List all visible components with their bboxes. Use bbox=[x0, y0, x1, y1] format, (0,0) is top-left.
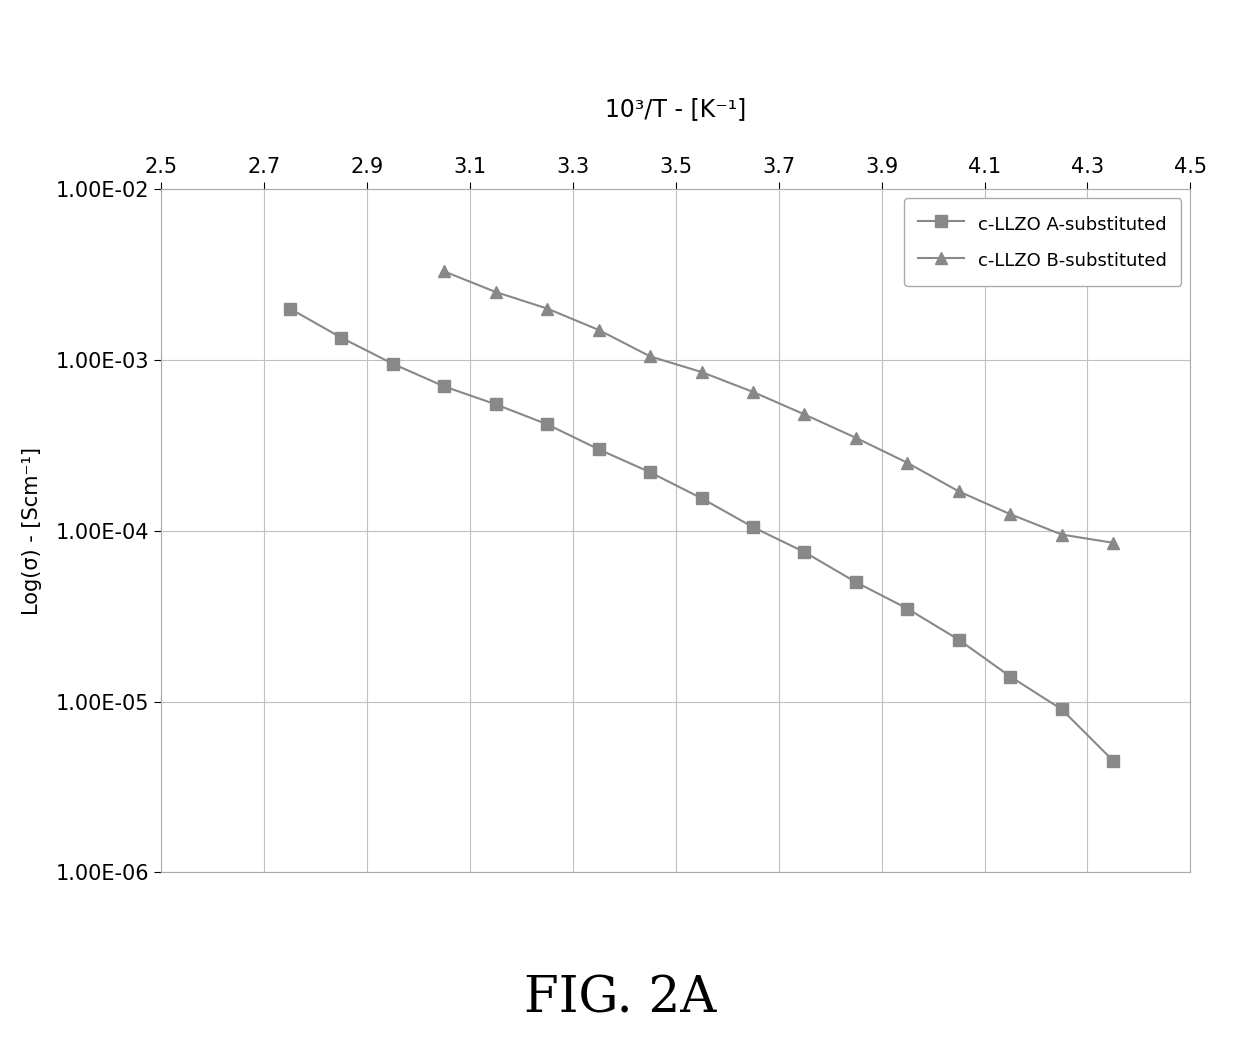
c-LLZO A-substituted bbox=[334, 331, 348, 344]
c-LLZO B-substituted bbox=[436, 265, 451, 277]
Y-axis label: Log(σ) - [Scm⁻¹]: Log(σ) - [Scm⁻¹] bbox=[22, 447, 42, 615]
c-LLZO A-substituted bbox=[951, 634, 966, 646]
c-LLZO B-substituted bbox=[1003, 508, 1018, 520]
c-LLZO B-substituted bbox=[694, 366, 709, 378]
c-LLZO A-substituted bbox=[642, 466, 657, 478]
X-axis label: 10³/T - [K⁻¹]: 10³/T - [K⁻¹] bbox=[605, 97, 746, 121]
Text: FIG. 2A: FIG. 2A bbox=[523, 973, 717, 1024]
c-LLZO A-substituted bbox=[848, 576, 863, 589]
c-LLZO A-substituted bbox=[1106, 755, 1121, 767]
Line: c-LLZO A-substituted: c-LLZO A-substituted bbox=[284, 303, 1118, 766]
c-LLZO A-substituted bbox=[694, 492, 709, 504]
c-LLZO B-substituted bbox=[900, 456, 915, 469]
c-LLZO B-substituted bbox=[591, 324, 606, 336]
c-LLZO A-substituted bbox=[591, 442, 606, 455]
c-LLZO B-substituted bbox=[797, 408, 812, 420]
c-LLZO A-substituted bbox=[797, 545, 812, 558]
c-LLZO B-substituted bbox=[642, 350, 657, 363]
Legend: c-LLZO A-substituted, c-LLZO B-substituted: c-LLZO A-substituted, c-LLZO B-substitut… bbox=[904, 199, 1182, 286]
c-LLZO B-substituted bbox=[1106, 536, 1121, 549]
c-LLZO B-substituted bbox=[848, 432, 863, 445]
Line: c-LLZO B-substituted: c-LLZO B-substituted bbox=[438, 265, 1120, 549]
c-LLZO A-substituted bbox=[489, 398, 503, 411]
c-LLZO A-substituted bbox=[436, 380, 451, 393]
c-LLZO B-substituted bbox=[1054, 529, 1069, 541]
c-LLZO B-substituted bbox=[539, 303, 554, 315]
c-LLZO A-substituted bbox=[283, 303, 298, 315]
c-LLZO B-substituted bbox=[951, 486, 966, 498]
c-LLZO A-substituted bbox=[1003, 671, 1018, 683]
c-LLZO A-substituted bbox=[900, 602, 915, 615]
c-LLZO B-substituted bbox=[489, 286, 503, 298]
c-LLZO A-substituted bbox=[539, 418, 554, 431]
c-LLZO A-substituted bbox=[745, 521, 760, 534]
c-LLZO A-substituted bbox=[386, 357, 401, 370]
c-LLZO B-substituted bbox=[745, 386, 760, 398]
c-LLZO A-substituted bbox=[1054, 703, 1069, 716]
